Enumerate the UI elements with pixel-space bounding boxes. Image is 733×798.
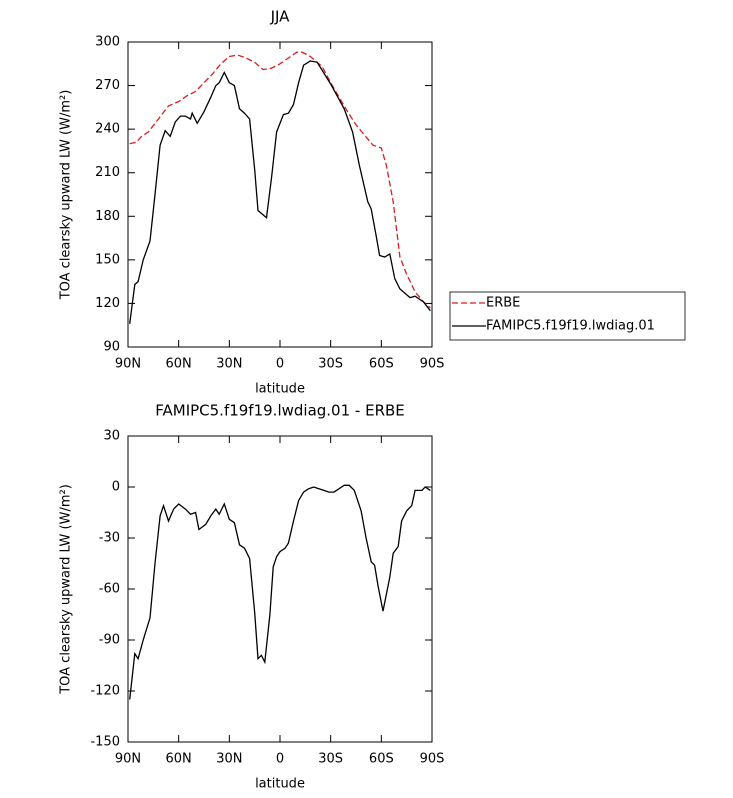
data-line [129,484,431,700]
plot-frame [127,435,433,743]
x-tick-label: 0 [276,357,284,372]
y-tick-label: 120 [95,296,120,311]
y-tick-label: 300 [95,35,120,50]
y-tick-label: 270 [95,78,120,93]
x-tick-label: 90S [420,357,445,372]
data-line [129,51,431,309]
y-tick-label: 240 [95,122,120,137]
y-tick-label: -30 [99,531,120,546]
plot-frame [127,41,433,348]
y-tick-label: -60 [99,582,120,597]
y-tick-label: 0 [112,480,120,495]
x-axis-label: latitude [255,777,305,792]
x-tick-label: 90S [420,752,445,767]
chart-title: JJA [270,8,291,26]
x-tick-label: 90N [115,752,141,767]
y-tick-label: 180 [95,209,120,224]
y-tick-label: 150 [95,252,120,267]
x-tick-label: 60N [166,752,192,767]
chart-title: FAMIPC5.f19f19.lwdiag.01 - ERBE [155,402,405,420]
x-tick-label: 60S [369,752,394,767]
legend-box [449,291,686,341]
x-tick-label: 30N [216,752,242,767]
x-tick-label: 60S [369,357,394,372]
y-tick-label: -120 [90,684,120,699]
data-line [129,60,431,324]
x-axis-label: latitude [255,382,305,397]
x-tick-label: 90N [115,357,141,372]
y-tick-label: 90 [103,340,120,355]
y-tick-label: 210 [95,165,120,180]
legend-label: ERBE [486,296,520,311]
y-tick-label: 30 [103,429,120,444]
x-tick-label: 30N [216,357,242,372]
y-axis-label: TOA clearsky upward LW (W/m²) [59,90,74,301]
x-tick-label: 30S [318,752,343,767]
x-tick-label: 60N [166,357,192,372]
x-tick-label: 0 [276,752,284,767]
legend-label: FAMIPC5.f19f19.lwdiag.01 [486,319,655,334]
y-tick-label: -90 [99,633,120,648]
y-axis-label: TOA clearsky upward LW (W/m²) [59,484,74,695]
y-tick-label: -150 [90,735,120,750]
x-tick-label: 30S [318,357,343,372]
